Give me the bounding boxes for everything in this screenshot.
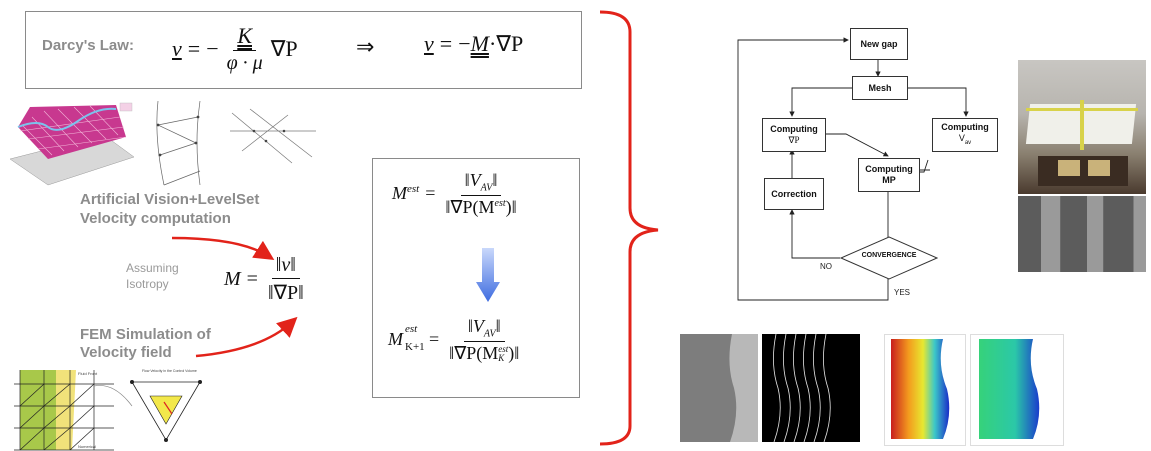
assuming-line2: Isotropy (126, 277, 169, 291)
equals-sign-2: = (439, 31, 453, 56)
flowchart-correction: Correction (764, 178, 824, 210)
dot-gradient-P: ·∇P (488, 31, 524, 56)
isotropy-fraction: ‖v‖ ‖∇P‖ (264, 254, 308, 305)
pressure-field-image (884, 334, 966, 446)
m-k1-formula: M est K+1 = ‖VAV‖ ‖∇P(M est K)‖ (388, 316, 523, 364)
red-arrows (171, 236, 298, 358)
minus-sign: − (206, 36, 219, 61)
equals-sign: = (187, 36, 201, 61)
permeability-K: K (233, 23, 256, 51)
computing-vav-line2: Vav (958, 132, 972, 146)
velocity-symbol: v (172, 36, 182, 61)
m-k1-fraction: ‖VAV‖ ‖∇P(M est K)‖ (445, 316, 523, 364)
red-brace (599, 10, 659, 446)
m-est-formula: Mest = ‖VAV‖ ‖∇P(Mest)‖ (392, 170, 521, 218)
fem-simulation-label: FEM Simulation of Velocity field (80, 326, 211, 362)
flowchart-computing-mp: Computing MP (858, 158, 920, 192)
flowchart-yes-label: YES (894, 288, 911, 297)
apparatus-photo (1018, 60, 1146, 194)
mobility-field-image (970, 334, 1064, 446)
grayscale-front-image (680, 334, 758, 442)
m-k1-lhs: M est K+1 (388, 323, 425, 354)
flowchart-computing-gradp: Computing ∇P (762, 118, 826, 152)
m-k1-denominator: ‖∇P(M est K)‖ (449, 342, 520, 364)
darcy-equation: v = − K φ · μ ∇P (172, 18, 298, 80)
flowchart-no-label: NO (820, 262, 832, 271)
artificial-vision-line2: Velocity computation (80, 210, 231, 227)
m-est-equals: = (425, 183, 436, 204)
darcy-law-box (25, 11, 582, 89)
m-k1-equals: = (429, 329, 440, 350)
flowchart-convergence-label: CONVERGENCE (861, 252, 917, 259)
blue-down-arrow (476, 248, 500, 302)
levelset-contours-image (762, 334, 860, 442)
minus-sign-2: − (458, 31, 471, 56)
flow-velocity-caption: Flow Velocity in the Control Volume (142, 369, 197, 373)
flowchart-computing-vav: Computing Vav (932, 118, 998, 152)
mobility-M: M (470, 31, 489, 56)
fem-mesh-image: Fluid Front Flow Velocity in the Control… (14, 369, 202, 451)
porosity-viscosity: φ · μ (226, 52, 263, 74)
m-est-denominator: ‖∇P(Mest)‖ (445, 196, 517, 217)
m-est-numerator: ‖VAV‖ (460, 170, 502, 196)
fluid-front-caption: Fluid Front (78, 371, 98, 376)
arrow-fem-to-formula (195, 316, 298, 358)
artificial-vision-line1: Artificial Vision+LevelSet (80, 191, 260, 208)
computing-mp-line2: MP (882, 175, 896, 185)
assuming-isotropy-label: Assuming Isotropy (126, 260, 179, 292)
fem-line2: Velocity field (80, 344, 172, 361)
computing-gradp-line2: ∇P (788, 135, 800, 145)
m-est-fraction: ‖VAV‖ ‖∇P(Mest)‖ (441, 170, 520, 218)
arrow-vision-to-formula (171, 236, 275, 261)
isotropy-equals: = (246, 268, 258, 290)
surface-plot-image (9, 102, 135, 186)
fem-line1: FEM Simulation of (80, 326, 211, 343)
isotropy-M: M (224, 268, 241, 290)
m-est-lhs: Mest (392, 183, 420, 204)
computing-gradp-line1: Computing (770, 124, 818, 134)
parallel-lines-sketch (230, 108, 316, 164)
isotropy-denominator: ‖∇P‖ (267, 282, 304, 304)
darcy-simplified: v = − M ·∇P (424, 31, 523, 57)
computing-vav-line1: Computing (941, 121, 989, 132)
darcy-law-label: Darcy's Law: (42, 37, 134, 54)
gradient-P: ∇P (270, 36, 298, 61)
isotropy-formula: M = ‖v‖ ‖∇P‖ (224, 254, 308, 305)
flowchart-connectors (737, 37, 969, 301)
flowchart-mesh: Mesh (852, 76, 908, 100)
assuming-line1: Assuming (126, 261, 179, 275)
implies-arrow: ⇒ (356, 34, 375, 59)
estimation-box (372, 158, 580, 398)
front-sequence-photo (1018, 196, 1146, 272)
m-k1-numerator: ‖VAV‖ (463, 316, 505, 342)
flowchart-convergence-diamond (840, 236, 938, 280)
darcy-fraction: K φ · μ (223, 23, 267, 75)
velocity-symbol-2: v (424, 31, 434, 56)
isotropy-numerator: ‖v‖ (271, 254, 300, 279)
numerical-caption: Numerical (78, 444, 96, 449)
flowchart-new-gap: New gap (850, 28, 908, 60)
artificial-vision-label: Artificial Vision+LevelSet Velocity comp… (80, 190, 259, 228)
vision-plane-sketch (156, 100, 201, 186)
computing-mp-line1: Computing (865, 164, 913, 174)
